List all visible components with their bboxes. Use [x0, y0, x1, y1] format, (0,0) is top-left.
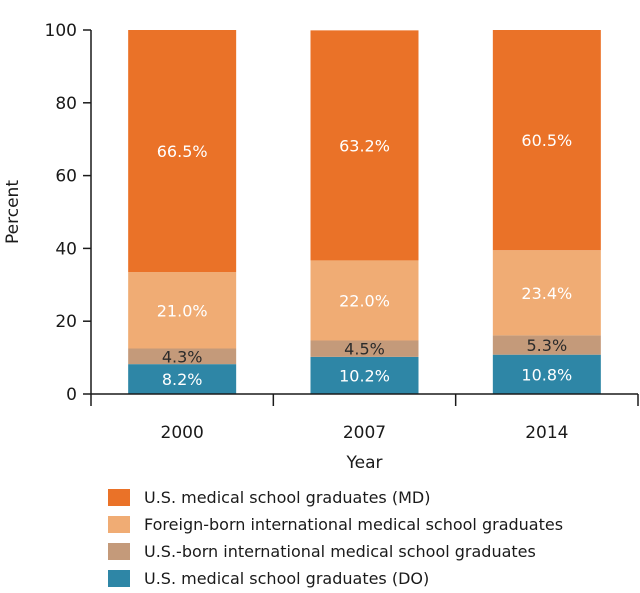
data-label: 66.5% — [157, 142, 208, 161]
y-tick-label: 80 — [55, 94, 77, 114]
legend-swatch — [108, 570, 130, 587]
y-tick-label: 0 — [66, 385, 77, 405]
bar-segment — [310, 356, 419, 394]
bar-segment — [310, 260, 419, 341]
x-axis-title: Year — [346, 453, 383, 473]
data-label: 22.0% — [339, 291, 390, 310]
bar-segment — [492, 30, 601, 251]
legend-item: U.S.-born international medical school g… — [108, 538, 563, 565]
legend-item: U.S. medical school graduates (DO) — [108, 565, 563, 592]
data-label: 23.4% — [521, 284, 572, 303]
data-label: 21.0% — [157, 301, 208, 320]
x-tick-label: 2007 — [343, 423, 386, 443]
data-label: 4.3% — [162, 347, 203, 366]
bar-segment — [310, 30, 419, 261]
data-label: 4.5% — [344, 340, 385, 359]
legend-swatch — [108, 516, 130, 533]
x-tick-label: 2014 — [525, 423, 568, 443]
bar-segment — [128, 272, 237, 349]
y-tick-label: 20 — [55, 312, 77, 332]
chart-legend: U.S. medical school graduates (MD) Foreig… — [108, 484, 563, 592]
data-label: 63.2% — [339, 136, 390, 155]
data-label: 10.8% — [521, 365, 572, 384]
data-label: 10.2% — [339, 366, 390, 385]
data-labels-layer: 8.2% 4.3% 21.0% 66.5% 10.2% 4.5% 22.0% 63.2% 10.… — [157, 131, 572, 389]
legend-label: U.S.-born international medical school g… — [144, 542, 536, 561]
bar-segment — [492, 354, 601, 394]
y-tick-label: 100 — [45, 21, 77, 41]
data-label: 5.3% — [527, 336, 568, 355]
bar-segment — [492, 335, 601, 355]
legend-item: Foreign-born international medical schoo… — [108, 511, 563, 538]
bar-segment — [128, 30, 237, 273]
y-tick-label: 60 — [55, 167, 77, 187]
legend-swatch — [108, 543, 130, 560]
bar-segment — [310, 340, 419, 357]
legend-item: U.S. medical school graduates (MD) — [108, 484, 563, 511]
x-tick-label: 2000 — [161, 423, 204, 443]
data-label: 60.5% — [521, 131, 572, 150]
legend-label: U.S. medical school graduates (MD) — [144, 488, 431, 507]
bar-segment — [128, 364, 237, 394]
legend-label: Foreign-born international medical schoo… — [144, 515, 564, 534]
data-label: 8.2% — [162, 370, 203, 389]
stacked-bar-chart: 8.2% 4.3% 21.0% 66.5% 10.2% 4.5% 22.0% 63.2% 10.… — [3, 21, 639, 473]
axes-layer: 0 20 40 60 80 100 2000 2007 2014 — [45, 21, 639, 443]
bars-layer — [128, 30, 601, 394]
bar-segment — [492, 250, 601, 336]
bar-segment — [128, 348, 237, 365]
y-tick-label: 40 — [55, 239, 77, 259]
legend-label: U.S. medical school graduates (DO) — [144, 569, 430, 588]
y-axis-title: Percent — [3, 180, 23, 244]
legend-swatch — [108, 489, 130, 506]
